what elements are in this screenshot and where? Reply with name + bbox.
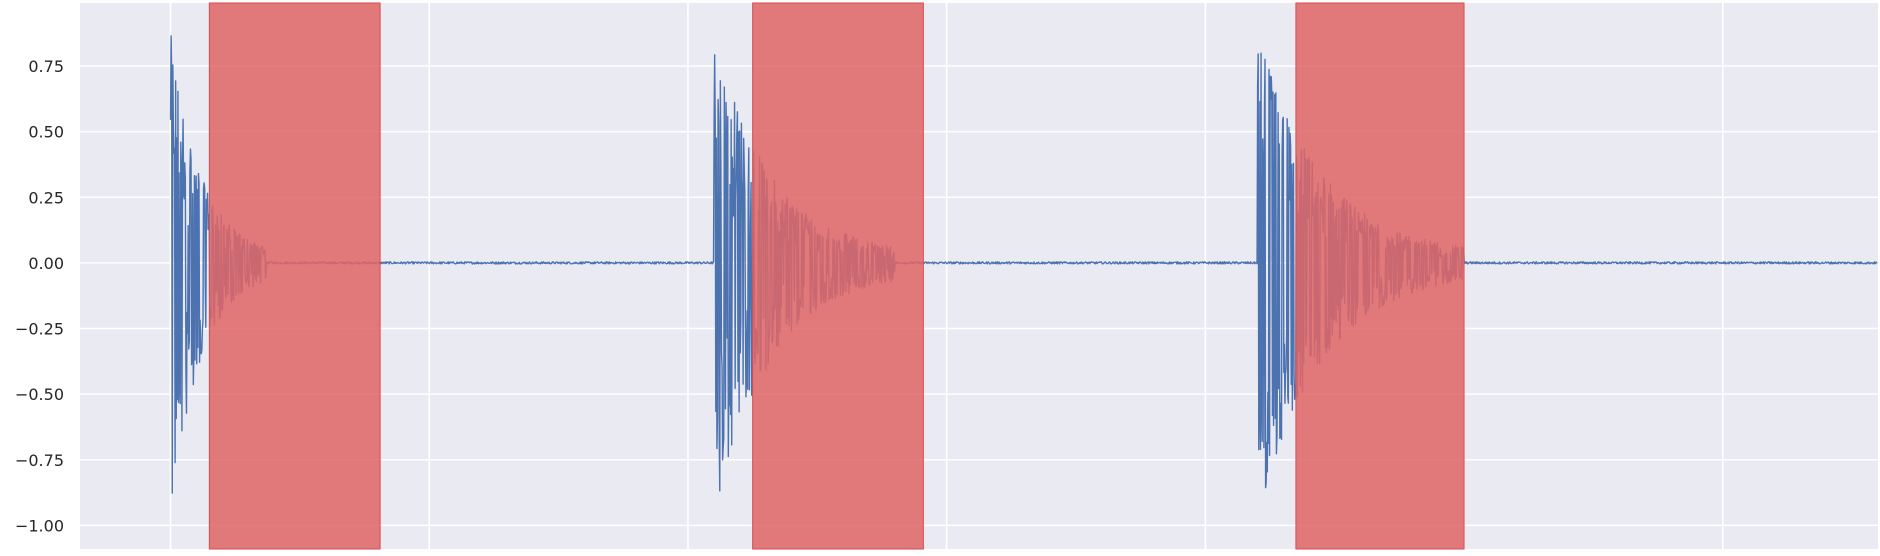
y-tick-label: 0.75: [28, 57, 64, 76]
y-tick-label: 0.00: [28, 254, 64, 273]
highlight-span-3: [1295, 2, 1465, 550]
y-tick-label: −0.75: [15, 451, 64, 470]
y-axis-ticks: 0.75 0.50 0.25 0.00 −0.25 −0.50 −0.75 −1.00: [15, 57, 64, 535]
y-tick-label: −1.00: [15, 516, 64, 535]
highlight-span-1: [208, 2, 381, 550]
waveform-line: [169, 35, 1878, 494]
y-tick-label: 0.50: [28, 123, 64, 142]
y-tick-label: −0.25: [15, 320, 64, 339]
y-tick-label: −0.50: [15, 385, 64, 404]
highlight-span-2: [752, 2, 924, 550]
y-tick-label: 0.25: [28, 188, 64, 207]
waveform-series: [169, 35, 1878, 494]
highlight-spans: [208, 2, 1465, 550]
